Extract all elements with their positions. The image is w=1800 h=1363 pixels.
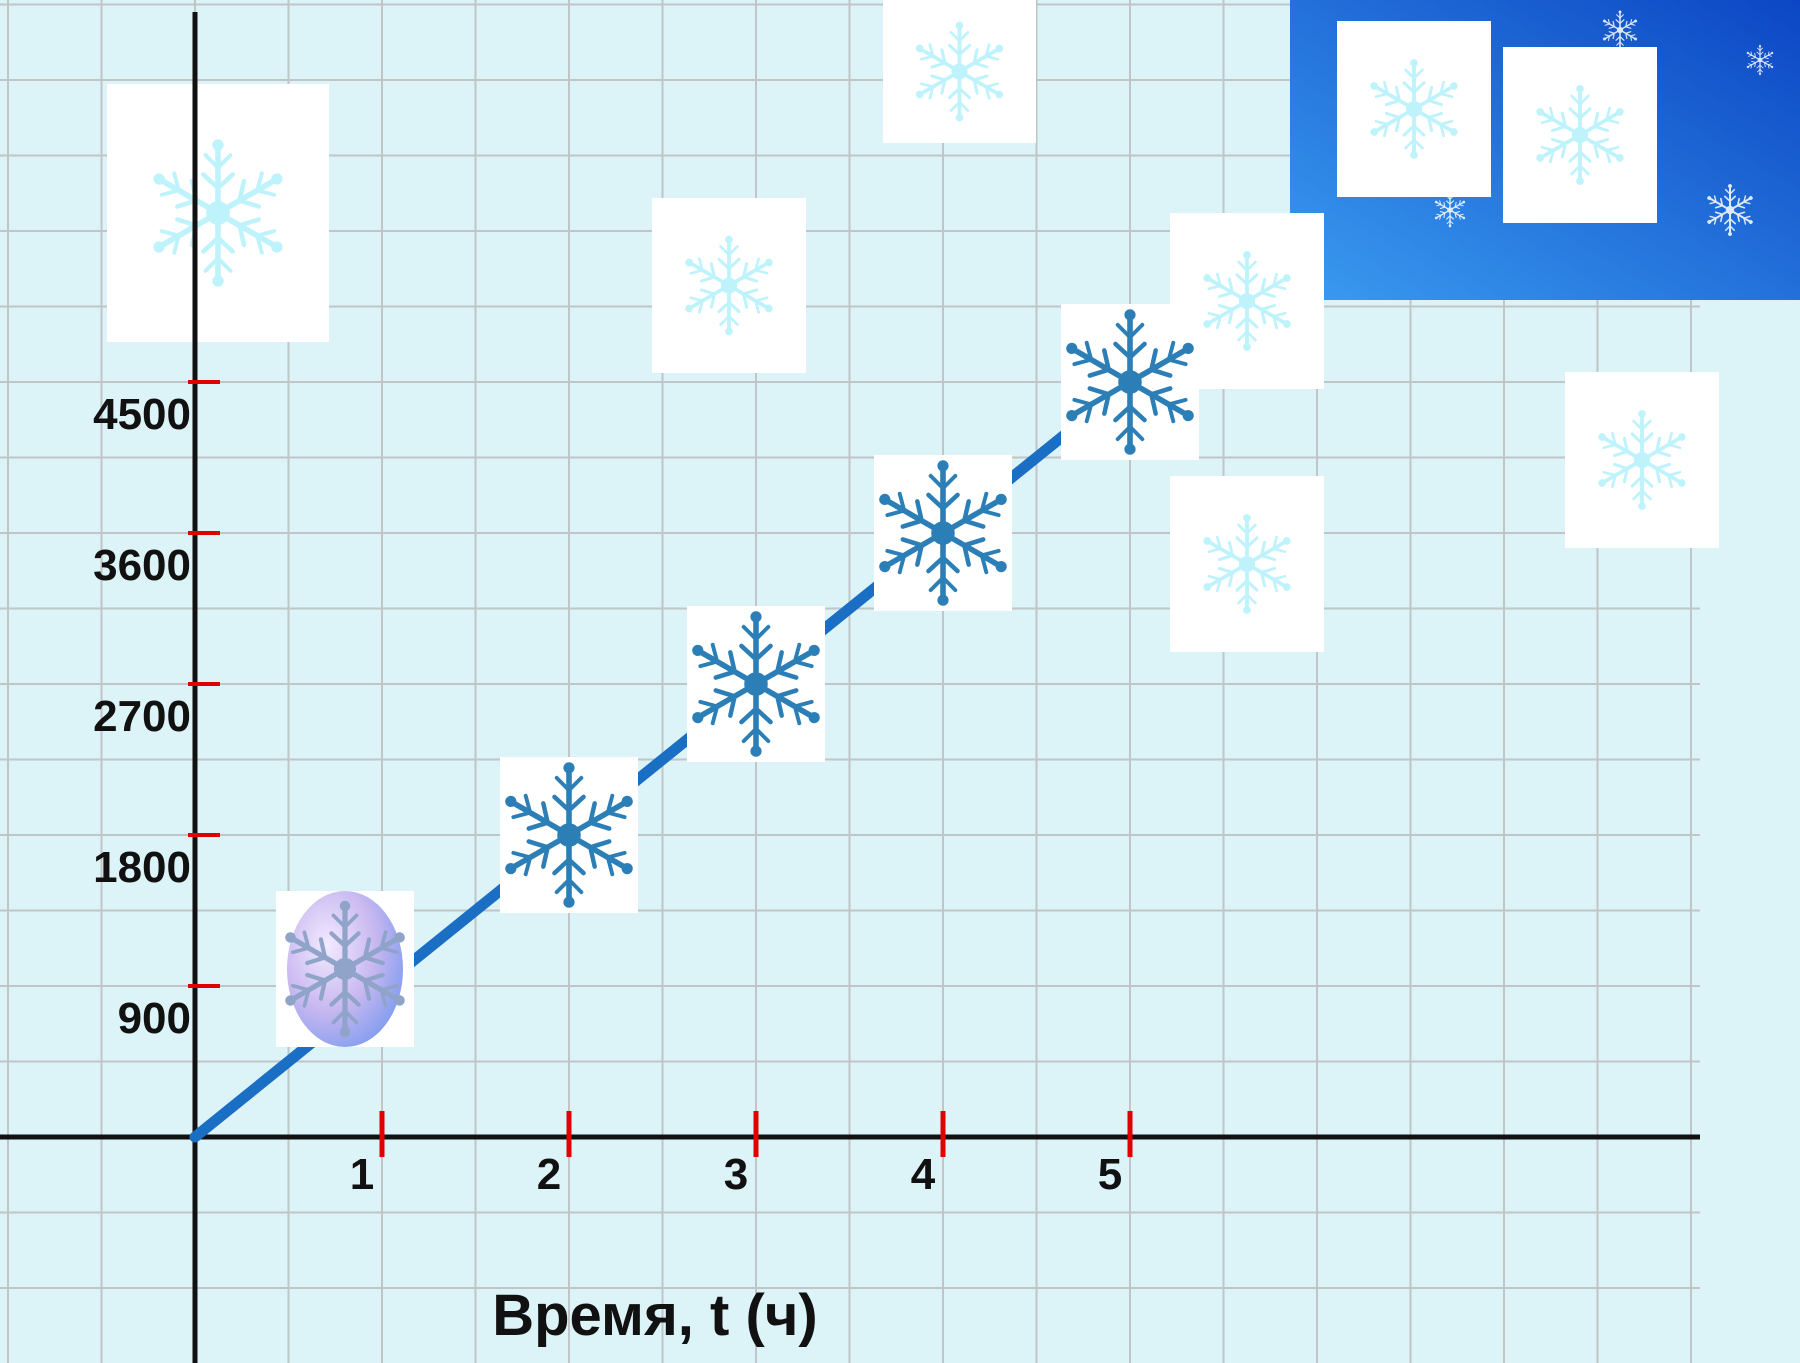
decor-snowflake-card (652, 198, 806, 373)
x-tick-label: 5 (1098, 1150, 1122, 1199)
x-tick-label: 3 (724, 1150, 748, 1199)
x-axis-label: Время, t (ч) (492, 1283, 818, 1348)
decor-snowflake-card (1170, 476, 1324, 652)
x-tick-label: 1 (350, 1150, 374, 1199)
data-point-marker (686, 606, 826, 762)
decor-snowflake-card (107, 84, 329, 342)
data-markers (276, 304, 1200, 1047)
x-tick-label: 2 (537, 1150, 561, 1199)
decor-snowflake-card (1337, 21, 1491, 197)
decorations (107, 0, 1800, 652)
ticks (188, 380, 1133, 1157)
y-tick-label: 2700 (93, 692, 191, 741)
tick-labels: 1 2 3 4 5 900 1800 2700 3600 4500 (93, 390, 1122, 1199)
data-point-marker (873, 455, 1013, 611)
y-tick-label: 900 (118, 994, 191, 1043)
y-tick-label: 1800 (93, 843, 191, 892)
data-point-marker (499, 757, 639, 913)
decor-snowflake-card (883, 0, 1036, 143)
data-point-marker (1060, 304, 1200, 460)
data-point-marker (276, 891, 414, 1047)
decor-snowflake-card (1565, 372, 1719, 548)
decor-snowflake-card (1503, 47, 1657, 223)
y-tick-label: 4500 (93, 390, 191, 439)
x-tick-label: 4 (911, 1150, 936, 1199)
y-tick-label: 3600 (93, 541, 191, 590)
